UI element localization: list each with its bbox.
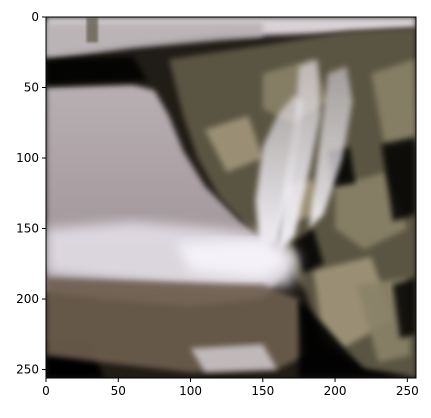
y-tick-label: 200 — [16, 292, 39, 306]
x-tick-label: 50 — [111, 384, 126, 398]
x-tick-label: 0 — [42, 384, 50, 398]
y-tick-label: 250 — [16, 363, 39, 377]
x-tick-label: 200 — [324, 384, 347, 398]
cliff-shadow-3 — [291, 228, 324, 274]
x-tick-label: 100 — [179, 384, 202, 398]
lake-shore-dark — [46, 56, 148, 85]
cliff-foliage-1 — [205, 115, 263, 173]
spray-core — [176, 239, 292, 278]
axes-frame — [45, 16, 417, 379]
waterfall-left — [255, 94, 304, 250]
waterfall-right — [309, 66, 353, 229]
y-tick-label: 50 — [24, 81, 39, 95]
cliff-shadow-2 — [392, 277, 416, 339]
y-tick-label: 0 — [31, 10, 39, 24]
cliff-foliage-4 — [371, 59, 416, 151]
y-tick-label: 100 — [16, 151, 39, 165]
cliff-shadow-0 — [381, 136, 416, 222]
foreground-foam — [190, 344, 278, 373]
y-tick-label: 150 — [16, 222, 39, 236]
bottom-right-shadow — [298, 299, 416, 378]
waterfall-image — [46, 17, 416, 378]
sky-lower — [46, 22, 263, 60]
waterfall-center — [277, 59, 321, 254]
x-tick-label: 150 — [251, 384, 274, 398]
skyline-building — [86, 17, 98, 43]
x-tick-label: 250 — [396, 384, 419, 398]
